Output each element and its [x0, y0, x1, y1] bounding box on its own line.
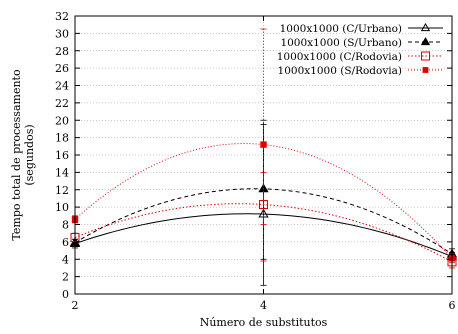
y-tick-label: 10 [55, 201, 69, 214]
data-point [260, 141, 267, 148]
y-tick-label: 16 [55, 149, 69, 162]
y-tick-label: 4 [62, 253, 69, 266]
y-tick-label: 20 [55, 114, 69, 127]
y-tick-label: 26 [55, 62, 69, 75]
y-tick-label: 0 [62, 288, 69, 301]
x-tick-label: 6 [449, 299, 456, 312]
y-axis-label: Tempo total de processamento (segundos) [10, 69, 36, 241]
y-tick-label: 32 [55, 10, 69, 23]
legend-marker [420, 36, 431, 46]
y-tick-label: 14 [55, 166, 69, 179]
y-tick-label: 30 [55, 27, 69, 40]
legend-label: 1000x1000 (C/Rodovia) [277, 51, 402, 63]
y-tick-label: 24 [55, 80, 69, 93]
legend-marker [421, 51, 430, 61]
legend-marker [420, 22, 431, 32]
legend-label: 1000x1000 (S/Rodovia) [278, 65, 402, 77]
y-tick-label: 6 [62, 236, 69, 249]
y-tick-label: 22 [55, 97, 69, 110]
y-tick-label: 12 [55, 184, 69, 197]
y-axis-label-line-1: Tempo total de processamento [10, 69, 23, 241]
x-tick-label: 2 [72, 299, 79, 312]
y-tick-label: 2 [62, 271, 69, 284]
x-axis: 2 4 6 [72, 16, 456, 312]
y-tick-label: 28 [55, 45, 69, 58]
legend-marker [422, 67, 429, 73]
y-axis-label-line-2: (segundos) [23, 124, 36, 185]
x-axis-label: Número de substitutos [200, 316, 328, 329]
legend-label: 1000x1000 (S/Urbano) [280, 37, 402, 49]
y-tick-label: 8 [62, 219, 69, 232]
legend-label: 1000x1000 (C/Urbano) [280, 23, 402, 35]
legend: 1000x1000 (C/Urbano) 1000x1000 (S/Urbano)… [277, 22, 443, 77]
x-tick-label: 4 [260, 299, 267, 312]
y-tick-label: 18 [55, 132, 69, 145]
series-line [74, 203, 453, 263]
